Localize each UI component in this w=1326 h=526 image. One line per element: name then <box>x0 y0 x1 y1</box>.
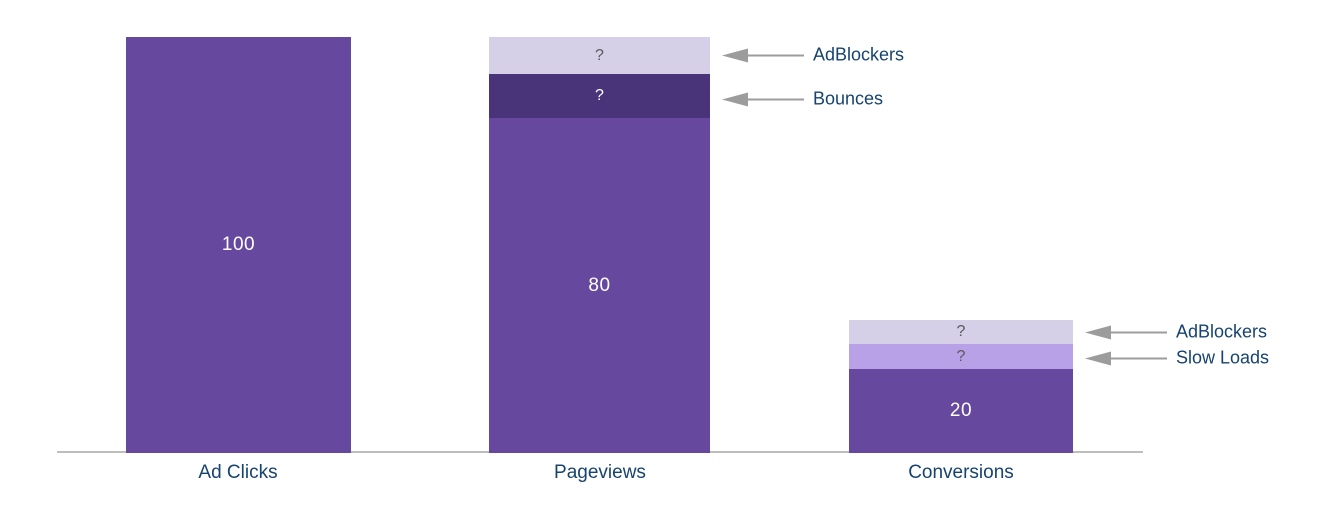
bar-conversions: ? ? 20 <box>849 320 1073 453</box>
segment-pageviews-bounces: ? <box>489 74 710 118</box>
category-label-conversions: Conversions <box>908 462 1014 483</box>
arrow-line <box>748 54 804 56</box>
value-label: 80 <box>588 274 611 296</box>
arrow-left-icon <box>1085 325 1111 339</box>
annotation-label: AdBlockers <box>1176 321 1268 342</box>
unknown-value-label: ? <box>956 347 966 365</box>
segment-ad-clicks-total: 100 <box>126 37 351 453</box>
annotation-conversions-slow-loads: Slow Loads <box>1085 348 1269 369</box>
category-label-ad-clicks: Ad Clicks <box>198 462 278 483</box>
annotation-label: AdBlockers <box>813 44 905 65</box>
arrow-line <box>1111 357 1167 359</box>
annotation-label: Slow Loads <box>1176 347 1270 368</box>
arrow-line <box>748 98 804 100</box>
value-label: 20 <box>949 400 973 421</box>
unknown-value-label: ? <box>956 323 966 340</box>
category-label-pageviews: Pageviews <box>554 462 646 483</box>
arrow-left-icon <box>1085 351 1111 365</box>
bar-ad-clicks: 100 <box>126 37 351 453</box>
value-label: 100 <box>221 234 256 255</box>
unknown-value-label: ? <box>595 46 604 64</box>
segment-conversions-slow-loads: ? <box>849 344 1073 369</box>
annotation-conversions-adblockers: AdBlockers <box>1085 322 1267 343</box>
annotation-label: Bounces <box>813 88 884 109</box>
annotation-pageviews-adblockers: AdBlockers <box>722 45 904 66</box>
bar-pageviews: ? ? 80 <box>489 37 710 453</box>
arrow-left-icon <box>722 92 748 106</box>
annotation-pageviews-bounces: Bounces <box>722 89 883 110</box>
unknown-value-label: ? <box>595 87 604 104</box>
arrow-left-icon <box>722 48 748 62</box>
segment-pageviews-adblockers: ? <box>489 37 710 74</box>
segment-conversions-total: 20 <box>849 369 1073 453</box>
segment-pageviews-total: 80 <box>489 118 710 453</box>
segment-conversions-adblockers: ? <box>849 320 1073 344</box>
arrow-line <box>1111 331 1167 333</box>
